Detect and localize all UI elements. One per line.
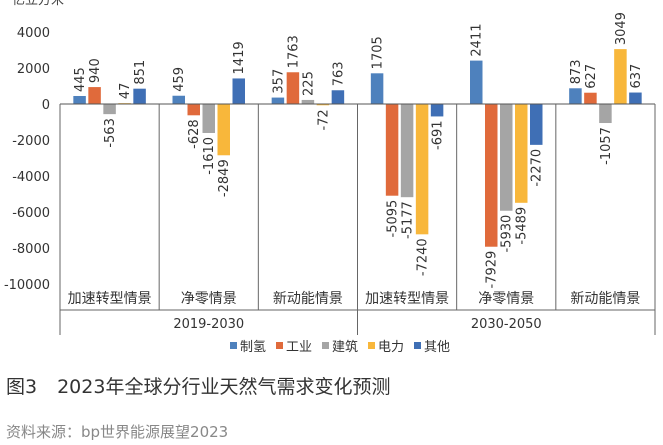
y-tick-label: -4000 bbox=[12, 170, 50, 185]
data-label: 763 bbox=[331, 61, 346, 86]
bar bbox=[172, 95, 185, 104]
x-category-label: 净零情景 bbox=[478, 291, 534, 307]
bar bbox=[614, 49, 627, 104]
data-label: 851 bbox=[133, 60, 148, 85]
bar bbox=[301, 99, 315, 104]
data-label: 47 bbox=[118, 83, 133, 100]
data-label: -5489 bbox=[515, 207, 530, 245]
x-group-label: 2019-2030 bbox=[173, 317, 244, 332]
y-tick-label: -8000 bbox=[12, 242, 50, 257]
bar bbox=[629, 92, 642, 104]
legend-swatch bbox=[322, 342, 329, 349]
bar bbox=[103, 104, 116, 115]
data-label: -628 bbox=[187, 119, 202, 149]
x-category-label: 加速转型情景 bbox=[68, 291, 152, 307]
legend-swatch bbox=[414, 342, 421, 349]
figure-number: 图3 bbox=[6, 376, 38, 398]
bar bbox=[88, 87, 101, 104]
data-label: -2270 bbox=[530, 149, 545, 187]
bar bbox=[400, 104, 414, 198]
data-label: 637 bbox=[629, 64, 644, 89]
bar bbox=[500, 104, 513, 211]
x-axis: 加速转型情景 净零情景 新动能情景 加速转型情景 净零情景 新动能情景 2019-2030 2… bbox=[59, 103, 656, 335]
data-label: -563 bbox=[103, 118, 118, 148]
data-label: 3049 bbox=[614, 12, 629, 45]
bar bbox=[569, 88, 582, 104]
x-category-label: 净零情景 bbox=[181, 291, 237, 307]
data-label: 1419 bbox=[232, 41, 247, 74]
y-tick-label: -10000 bbox=[4, 278, 50, 293]
x-category-label: 加速转型情景 bbox=[365, 291, 449, 307]
bar bbox=[286, 72, 300, 104]
legend-swatch bbox=[230, 342, 237, 349]
bar bbox=[316, 104, 330, 106]
x-group-label: 2030-2050 bbox=[471, 317, 542, 332]
data-label: 1763 bbox=[286, 35, 301, 68]
data-label: 873 bbox=[569, 59, 584, 84]
data-label: -1610 bbox=[202, 137, 217, 175]
bar bbox=[385, 104, 399, 196]
y-tick-label: 4000 bbox=[17, 26, 50, 41]
data-label: -5095 bbox=[386, 200, 401, 238]
bar bbox=[430, 104, 444, 117]
data-label: 2411 bbox=[470, 24, 485, 57]
bar bbox=[584, 92, 597, 104]
bar bbox=[470, 60, 483, 104]
data-label: 1705 bbox=[371, 36, 386, 69]
bar bbox=[331, 90, 345, 104]
x-category-label: 新动能情景 bbox=[273, 291, 343, 307]
data-label: 225 bbox=[301, 71, 316, 96]
bar bbox=[133, 88, 146, 104]
legend-label: 工业 bbox=[286, 340, 312, 355]
y-tick-label: 0 bbox=[42, 98, 50, 113]
data-label: 940 bbox=[88, 58, 103, 83]
legend-label: 电力 bbox=[378, 340, 404, 355]
bar bbox=[485, 104, 498, 247]
bar bbox=[187, 104, 200, 116]
figure-caption: 图3 2023年全球分行业天然气需求变化预测 bbox=[6, 372, 390, 399]
data-label: 445 bbox=[73, 67, 88, 92]
data-label: -7929 bbox=[485, 251, 500, 289]
data-label: 459 bbox=[172, 67, 187, 92]
y-tick-label: -2000 bbox=[12, 134, 50, 149]
data-label: -5177 bbox=[401, 201, 416, 239]
data-label: -691 bbox=[431, 120, 446, 150]
data-label: -72 bbox=[316, 109, 331, 130]
bar bbox=[599, 104, 612, 124]
y-axis-label: 亿立方米 bbox=[12, 0, 64, 8]
data-label: -1057 bbox=[599, 127, 614, 165]
legend-label: 建筑 bbox=[332, 339, 358, 355]
data-label: -2849 bbox=[217, 159, 232, 197]
y-tick-label: -6000 bbox=[12, 206, 50, 221]
bar bbox=[202, 104, 215, 133]
legend-swatch bbox=[368, 342, 375, 349]
figure-title: 2023年全球分行业天然气需求变化预测 bbox=[57, 376, 391, 398]
bar bbox=[415, 104, 429, 235]
bar bbox=[217, 104, 230, 156]
data-label: -5930 bbox=[500, 215, 515, 253]
bar bbox=[370, 73, 384, 104]
data-label: 357 bbox=[271, 69, 286, 94]
x-category-label: 新动能情景 bbox=[570, 291, 640, 307]
y-axis: 4000 2000 0 -2000 -4000 -6000 -8000 -10000 bbox=[4, 26, 50, 293]
bars bbox=[73, 49, 642, 247]
bar bbox=[232, 78, 245, 104]
legend-label: 其他 bbox=[424, 340, 450, 355]
data-label: -7240 bbox=[416, 238, 431, 276]
legend: 制氢 工业 建筑 电力 其他 bbox=[230, 339, 450, 355]
y-tick-label: 2000 bbox=[17, 62, 50, 77]
data-label: 627 bbox=[584, 64, 599, 89]
bar bbox=[73, 95, 86, 104]
bar bbox=[515, 104, 528, 203]
bar-chart: 亿立方米 4000 2000 0 -2000 -4000 -6000 -8000 -10000… bbox=[4, 0, 656, 355]
bar bbox=[271, 97, 285, 104]
source-note: 资料来源：bp世界能源展望2023 bbox=[6, 423, 229, 441]
bar bbox=[530, 104, 543, 145]
legend-swatch bbox=[276, 342, 283, 349]
legend-label: 制氢 bbox=[240, 340, 266, 355]
